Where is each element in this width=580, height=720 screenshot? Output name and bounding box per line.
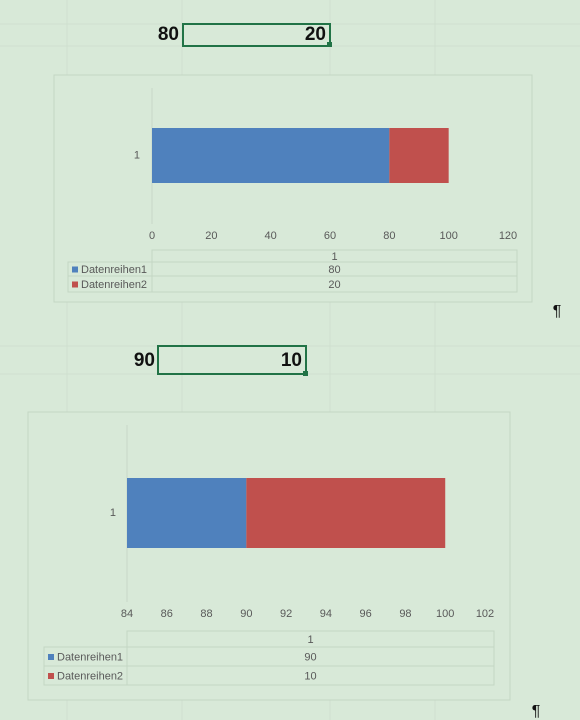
chart-area bbox=[53, 74, 533, 303]
x-tick-label: 20 bbox=[205, 230, 217, 242]
cell-value[interactable]: 90 bbox=[134, 350, 155, 371]
x-tick-label: 80 bbox=[383, 230, 395, 242]
x-tick-label: 100 bbox=[436, 608, 454, 620]
cell-value[interactable]: 80 bbox=[158, 24, 179, 45]
x-tick-label: 120 bbox=[499, 230, 517, 242]
legend-swatch bbox=[72, 266, 78, 273]
table-value: 10 bbox=[304, 670, 316, 682]
bar-segment bbox=[127, 478, 247, 548]
bar-segment bbox=[389, 128, 449, 183]
x-tick-label: 84 bbox=[121, 608, 133, 620]
x-tick-label: 92 bbox=[280, 608, 292, 620]
cell-selection[interactable] bbox=[157, 345, 307, 375]
bar-segment bbox=[152, 128, 390, 183]
legend-label: Datenreihen2 bbox=[57, 670, 123, 682]
x-tick-label: 102 bbox=[476, 608, 494, 620]
pilcrow: ¶ bbox=[553, 303, 562, 320]
table-value: 20 bbox=[328, 279, 340, 291]
x-tick-label: 60 bbox=[324, 230, 336, 242]
table-header: 1 bbox=[331, 251, 337, 263]
table-value: 90 bbox=[304, 651, 316, 663]
y-tick-label: 1 bbox=[110, 507, 116, 519]
y-tick-label: 1 bbox=[134, 149, 140, 161]
x-tick-label: 96 bbox=[360, 608, 372, 620]
table-header: 1 bbox=[307, 634, 313, 646]
fill-handle[interactable] bbox=[303, 371, 308, 376]
data-table bbox=[67, 261, 518, 293]
legend-swatch bbox=[48, 654, 54, 660]
cell-selection[interactable] bbox=[182, 23, 331, 47]
fill-handle[interactable] bbox=[327, 42, 332, 47]
legend-label: Datenreihen1 bbox=[57, 651, 123, 663]
x-tick-label: 88 bbox=[200, 608, 212, 620]
cell-value[interactable]: 10 bbox=[281, 350, 302, 371]
legend-swatch bbox=[72, 281, 78, 288]
x-tick-label: 40 bbox=[265, 230, 277, 242]
x-tick-label: 90 bbox=[240, 608, 252, 620]
cell-value[interactable]: 20 bbox=[305, 24, 326, 45]
x-tick-label: 98 bbox=[399, 608, 411, 620]
legend-label: Datenreihen2 bbox=[81, 279, 147, 291]
x-tick-label: 0 bbox=[149, 230, 155, 242]
x-tick-label: 94 bbox=[320, 608, 332, 620]
legend-swatch bbox=[48, 673, 54, 679]
pilcrow: ¶ bbox=[532, 703, 541, 720]
bar-segment bbox=[246, 478, 446, 548]
table-value: 80 bbox=[328, 264, 340, 276]
x-tick-label: 100 bbox=[439, 230, 457, 242]
legend-label: Datenreihen1 bbox=[81, 264, 147, 276]
x-tick-label: 86 bbox=[161, 608, 173, 620]
chart-area bbox=[27, 411, 511, 701]
